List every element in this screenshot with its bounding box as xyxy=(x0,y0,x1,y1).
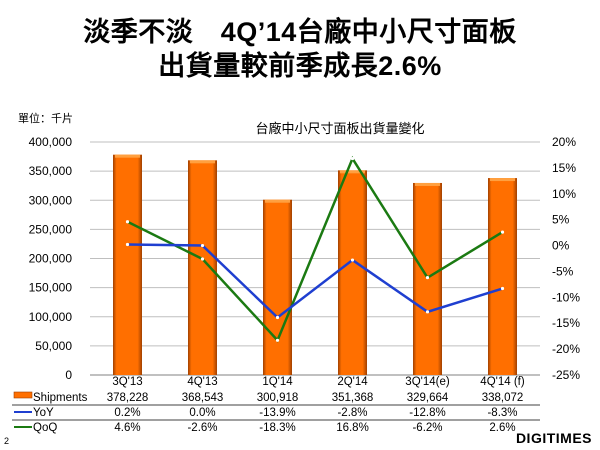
y2-axis-tick: -5% xyxy=(552,264,574,278)
y2-axis-tick: -25% xyxy=(552,368,580,382)
line-marker xyxy=(275,338,280,342)
line-marker xyxy=(200,257,205,261)
table-cell: 4.6% xyxy=(114,422,140,434)
x-axis-category: 4Q'13 xyxy=(187,376,217,388)
slide-title-line1: 淡季不淡 4Q’14台廠中小尺寸面板 xyxy=(83,17,517,47)
table-cell: 2.6% xyxy=(489,422,515,434)
line-marker xyxy=(125,220,130,224)
y-axis-tick: 400,000 xyxy=(29,135,73,149)
line-qoq xyxy=(126,155,504,343)
line-marker xyxy=(500,230,505,234)
bar-highlight xyxy=(340,170,365,174)
bar-shipments xyxy=(488,178,517,375)
bar-highlight xyxy=(415,182,440,186)
table-cell: -12.8% xyxy=(409,407,445,419)
y-axis-tick: 300,000 xyxy=(29,193,73,207)
table-cell: -13.9% xyxy=(259,407,295,419)
bar-shipments xyxy=(188,160,217,375)
y2-axis-tick: 0% xyxy=(552,239,570,253)
y2-axis-tick: 10% xyxy=(552,187,576,201)
x-axis-category: 3Q'13 xyxy=(112,376,142,388)
table-cell: 0.0% xyxy=(189,407,215,419)
table-cell: 329,664 xyxy=(407,392,449,404)
bar-highlight xyxy=(115,154,140,158)
line-marker xyxy=(350,258,355,262)
table-cell: -8.3% xyxy=(487,407,517,419)
unit-label: 單位：千片 xyxy=(18,113,73,125)
y-axis-tick: 350,000 xyxy=(29,164,73,178)
table-cell: 0.2% xyxy=(114,407,140,419)
x-axis-category: 4Q'14 (f) xyxy=(480,376,525,388)
table-cell: -6.2% xyxy=(412,422,442,434)
table-cell: 378,228 xyxy=(107,392,149,404)
table-cell: 338,072 xyxy=(482,392,524,404)
table-cell: -18.3% xyxy=(259,422,295,434)
table-cell: 368,543 xyxy=(182,392,224,404)
line-marker xyxy=(125,242,130,247)
table-cell: -2.8% xyxy=(337,407,367,419)
y-axis-tick: 150,000 xyxy=(29,281,73,295)
legend-yoy-label: YoY xyxy=(33,407,54,419)
y2-axis-tick: 5% xyxy=(552,213,570,227)
bar-shipments xyxy=(113,154,142,375)
x-axis-category: 3Q'14(e) xyxy=(405,376,450,388)
y-axis-tick: 250,000 xyxy=(29,222,73,236)
y-axis-tick: 0 xyxy=(65,368,72,382)
line-yoy xyxy=(127,243,503,320)
bar-shipments xyxy=(263,199,292,375)
line-marker xyxy=(350,156,355,161)
legend-shipments-swatch xyxy=(13,391,33,399)
digitimes-logo: DIGITIMES xyxy=(515,430,592,446)
y-axis-tick: 100,000 xyxy=(29,310,73,324)
table-cell: -2.6% xyxy=(187,422,217,434)
chart-title: 台廠中小尺寸面板出貨量變化 xyxy=(255,121,425,136)
table-cell: 300,918 xyxy=(257,392,299,404)
line-marker xyxy=(425,310,430,314)
legend-shipments-label: Shipments xyxy=(33,392,88,404)
x-axis-category: 2Q'14 xyxy=(337,376,368,388)
y2-axis-tick: -10% xyxy=(552,290,580,304)
page-number: 2 xyxy=(4,436,10,446)
y2-axis-tick: 15% xyxy=(552,161,576,175)
legend-qoq-label: QoQ xyxy=(33,422,57,434)
bar-highlight xyxy=(265,199,290,203)
table-cell: 16.8% xyxy=(336,422,369,434)
y-axis-tick: 200,000 xyxy=(29,252,73,266)
line-marker xyxy=(500,286,505,291)
y2-axis-tick: -20% xyxy=(552,342,580,356)
line-marker xyxy=(200,243,205,248)
slide-title-line2: 出貨量較前季成長2.6% xyxy=(158,51,442,81)
y2-axis-tick: -15% xyxy=(552,316,580,330)
bar-highlight xyxy=(190,160,215,164)
y2-axis-tick: 20% xyxy=(552,135,576,149)
bar-highlight xyxy=(490,178,515,182)
bar-shipments xyxy=(338,170,367,375)
y-axis-tick: 50,000 xyxy=(35,339,72,353)
line-marker xyxy=(425,276,430,280)
line-marker xyxy=(275,315,280,320)
table-cell: 351,368 xyxy=(332,392,374,404)
x-axis-category: 1Q'14 xyxy=(262,376,293,388)
